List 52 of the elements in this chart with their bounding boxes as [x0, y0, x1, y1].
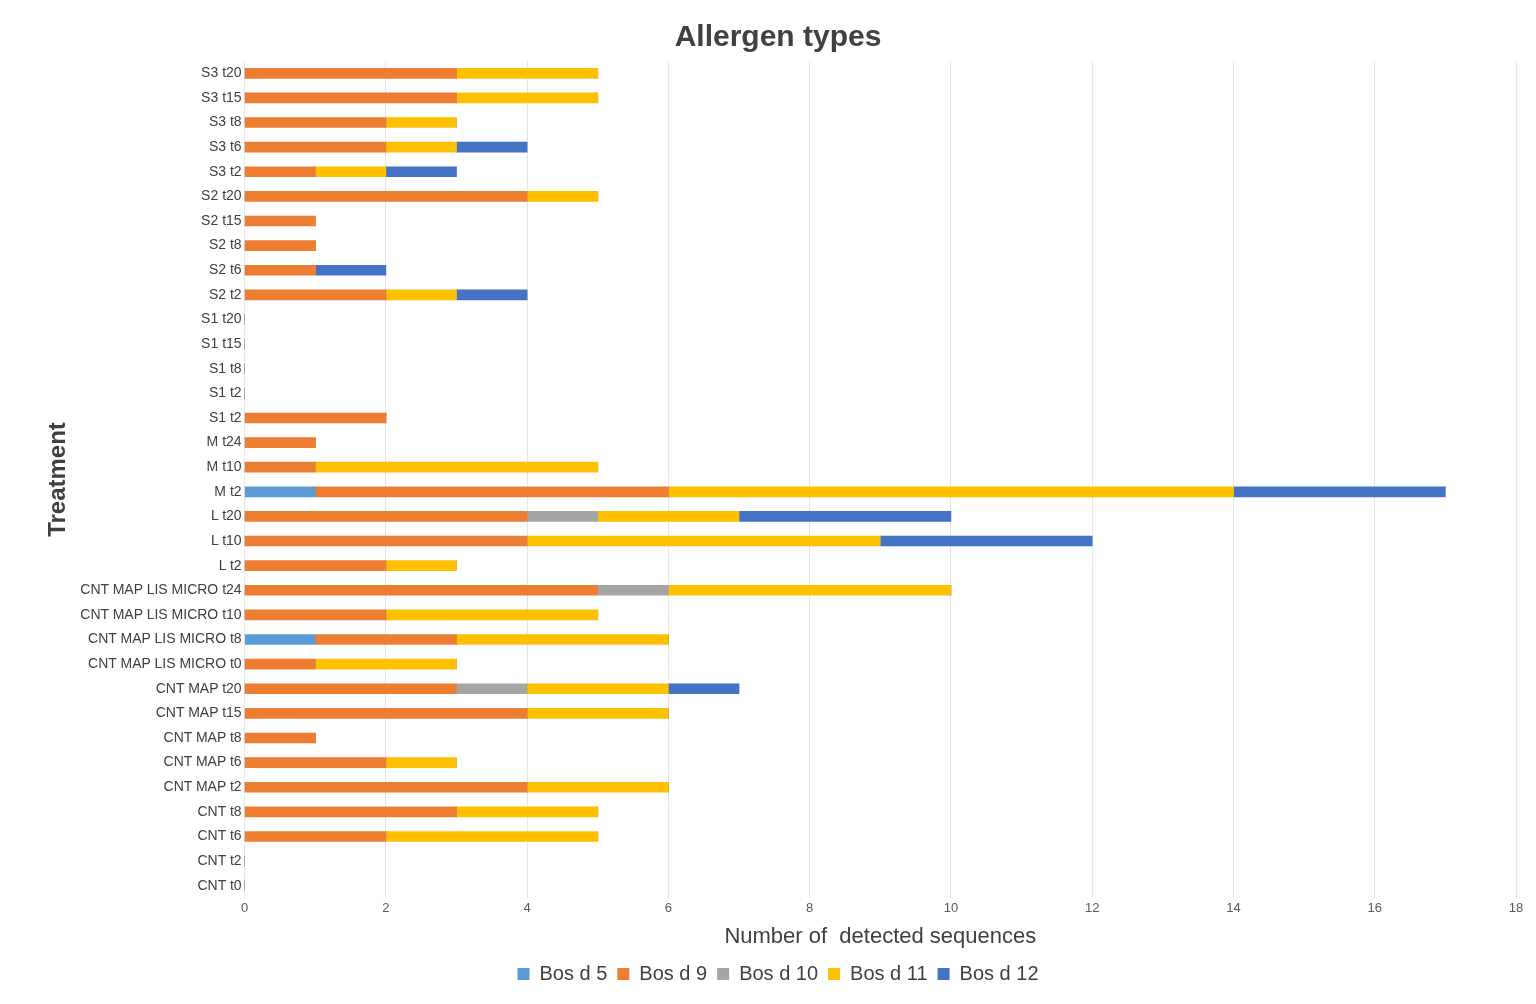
y-tick-label: CNT t0	[197, 876, 242, 893]
x-tick-label: 12	[1084, 900, 1100, 916]
y-tick-label: CNT t2	[197, 851, 242, 868]
y-tick-label: CNT MAP LIS MICRO t0	[88, 654, 242, 671]
x-tick-label: 4	[523, 900, 531, 916]
x-tick-label: 18	[1508, 900, 1524, 916]
y-tick-label: S2 t2	[208, 285, 242, 302]
y-tick-label: CNT t6	[197, 827, 242, 844]
chart-title: Allergen types	[674, 19, 882, 53]
x-tick-label: 10	[943, 900, 959, 916]
x-axis-title: Number of detected sequences	[724, 922, 1037, 948]
legend-label: Bos d 10	[739, 961, 819, 984]
legend-label: Bos d 11	[850, 961, 928, 984]
y-tick-label: S2 t20	[201, 187, 242, 204]
y-tick-label: S1 t2	[208, 384, 242, 401]
y-tick-label: S1 t20	[201, 310, 242, 327]
y-tick-label: L t10	[210, 531, 242, 548]
y-tick-label: S3 t8	[208, 113, 242, 130]
y-tick-label: S1 t2	[208, 408, 242, 425]
y-tick-label: S3 t15	[201, 88, 242, 105]
y-tick-label: CNT MAP t8	[163, 728, 242, 745]
y-tick-label: S1 t8	[208, 359, 242, 376]
legend-label: Bos d 9	[639, 961, 708, 984]
y-tick-label: CNT MAP LIS MICRO t10	[80, 605, 242, 622]
y-tick-label: M t2	[214, 482, 242, 499]
x-tick-label: 8	[806, 900, 814, 916]
x-tick-label: 6	[664, 900, 673, 916]
y-tick-label: L t2	[218, 556, 242, 573]
y-tick-label: L t20	[210, 507, 242, 524]
y-tick-label: CNT MAP t20	[155, 679, 242, 696]
y-tick-label: CNT MAP LIS MICRO t24	[80, 581, 242, 598]
y-tick-label: CNT MAP LIS MICRO t8	[88, 630, 242, 647]
legend-label: Bos d 12	[959, 961, 1039, 984]
y-tick-label: CNT MAP t15	[155, 704, 242, 721]
y-tick-label: S3 t6	[208, 138, 242, 155]
x-tick-label: 14	[1226, 900, 1241, 916]
y-tick-label: S3 t20	[201, 64, 242, 81]
y-tick-label: M t24	[206, 433, 242, 450]
y-tick-label: S2 t8	[208, 236, 242, 253]
x-tick-label: 2	[382, 900, 390, 916]
x-tick-label: 0	[240, 900, 249, 916]
x-tick-label: 16	[1367, 900, 1382, 916]
y-tick-label: CNT MAP t2	[163, 778, 242, 795]
y-tick-label: S2 t15	[201, 211, 242, 228]
y-tick-label: M t10	[206, 458, 242, 475]
y-tick-label: S2 t6	[208, 261, 242, 278]
y-tick-label: CNT MAP t6	[163, 753, 242, 770]
y-tick-label: S1 t15	[201, 334, 242, 351]
y-tick-label: S3 t2	[208, 162, 242, 179]
y-axis-title: Treatment	[43, 422, 71, 537]
legend-label: Bos d 5	[539, 961, 608, 984]
y-tick-label: CNT t8	[197, 802, 242, 819]
